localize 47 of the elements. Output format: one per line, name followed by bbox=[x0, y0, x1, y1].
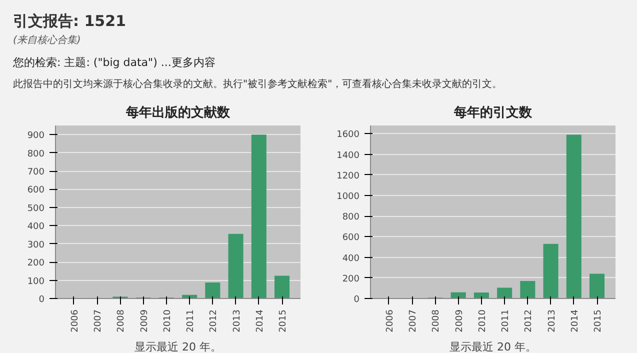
chart-title: 每年出版的文献数 bbox=[125, 104, 231, 120]
text: 您的检索: 主题: ("big data") ...更多内容 bbox=[13, 54, 216, 70]
x-tick-label: 2006 bbox=[385, 309, 396, 332]
y-tick-label: 900 bbox=[27, 131, 45, 142]
y-tick-label: 100 bbox=[27, 276, 45, 287]
x-tick-label: 2013 bbox=[232, 310, 242, 332]
x-tick-label: 2006 bbox=[70, 309, 80, 332]
x-axis-title: 显示最近 20 年。 bbox=[450, 340, 537, 353]
y-tick-label: 400 bbox=[27, 222, 45, 232]
y-tick-label: 700 bbox=[27, 168, 45, 178]
x-tick-label: 2014 bbox=[255, 309, 266, 332]
y-tick-label: 200 bbox=[342, 274, 360, 284]
text: 引文报告: 1521 bbox=[13, 11, 127, 32]
x-tick-label: 2015 bbox=[594, 310, 604, 332]
text: 此报告中的引文均来源于核心合集收录的文献。执行"被引参考文献检索"，可查看核心合集未收录文献的引文。 bbox=[13, 78, 502, 92]
x-tick-label: 2010 bbox=[478, 309, 488, 332]
y-tick-label: 600 bbox=[342, 233, 360, 244]
x-tick-label: 2012 bbox=[524, 310, 534, 332]
y-tick-label: 800 bbox=[27, 149, 45, 160]
y-tick-label: 200 bbox=[27, 258, 45, 269]
y-tick-label: 0 bbox=[354, 295, 360, 305]
y-tick-label: 400 bbox=[342, 254, 360, 264]
x-tick-label: 2012 bbox=[209, 310, 220, 332]
x-tick-label: 2010 bbox=[162, 309, 173, 332]
x-tick-label: 2007 bbox=[408, 310, 419, 332]
x-axis-title: 显示最近 20 年。 bbox=[134, 340, 222, 353]
x-tick-label: 2015 bbox=[278, 310, 289, 332]
y-tick-label: 1400 bbox=[336, 150, 360, 161]
x-tick-label: 2014 bbox=[570, 309, 580, 332]
x-tick-label: 2009 bbox=[140, 309, 150, 332]
x-tick-label: 2011 bbox=[501, 310, 512, 332]
x-tick-label: 2011 bbox=[186, 310, 196, 332]
y-tick-label: 0 bbox=[38, 295, 45, 305]
x-tick-label: 2009 bbox=[454, 309, 465, 332]
y-tick-label: 1600 bbox=[336, 130, 360, 140]
x-tick-label: 2007 bbox=[94, 310, 104, 332]
y-tick-label: 500 bbox=[27, 204, 45, 214]
chart-title: 每年的引文数 bbox=[453, 104, 533, 120]
y-tick-label: 600 bbox=[27, 186, 45, 196]
y-tick-label: 1200 bbox=[336, 171, 360, 182]
x-tick-label: 2008 bbox=[432, 309, 442, 332]
y-tick-label: 1000 bbox=[336, 192, 360, 202]
y-tick-label: 800 bbox=[342, 212, 360, 223]
text: (来自核心合集) bbox=[13, 34, 82, 48]
y-tick-label: 300 bbox=[27, 240, 45, 250]
x-tick-label: 2013 bbox=[547, 310, 558, 332]
x-tick-label: 2008 bbox=[116, 309, 127, 332]
